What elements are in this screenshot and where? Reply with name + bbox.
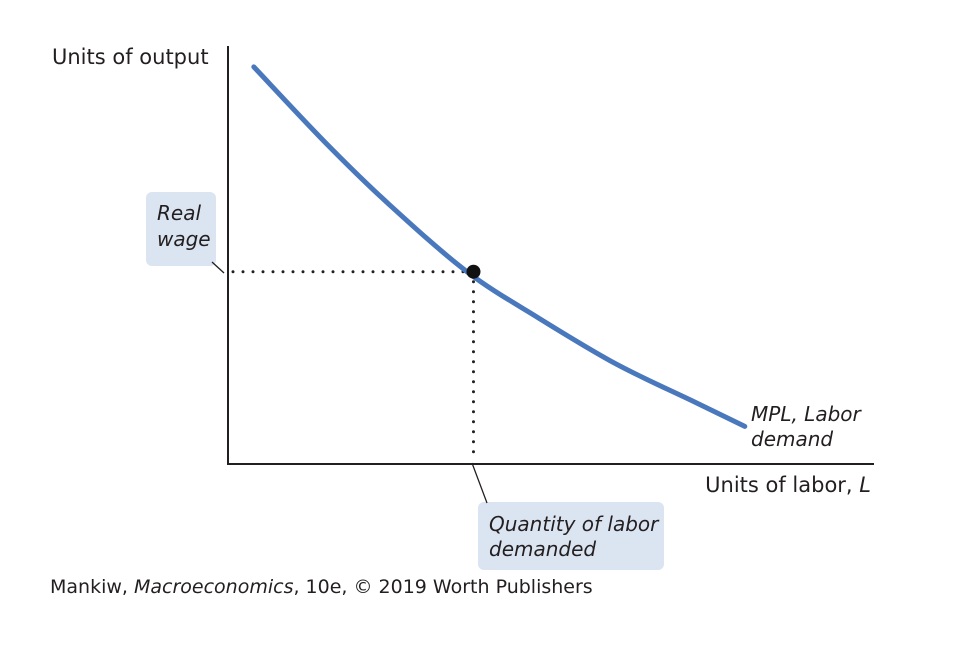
quantity-demanded-callout [478,502,664,570]
series-label: MPL, Labor demand [751,402,867,451]
y-axis-label: Units of output [52,45,209,69]
publisher-credit: Mankiw, Macroeconomics, 10e, © 2019 Wort… [50,576,593,598]
mpl-labor-demand-curve [251,64,748,429]
quantity-leader [471,462,488,504]
real-wage-callout [146,192,216,266]
x-axis-label: Units of labor, L [705,473,871,497]
real-wage-leader [211,261,225,274]
equilibrium-point [466,264,481,279]
quantity-demanded-label: Quantity of labor demanded [489,512,665,561]
real-wage-label: Real wage [157,201,211,251]
